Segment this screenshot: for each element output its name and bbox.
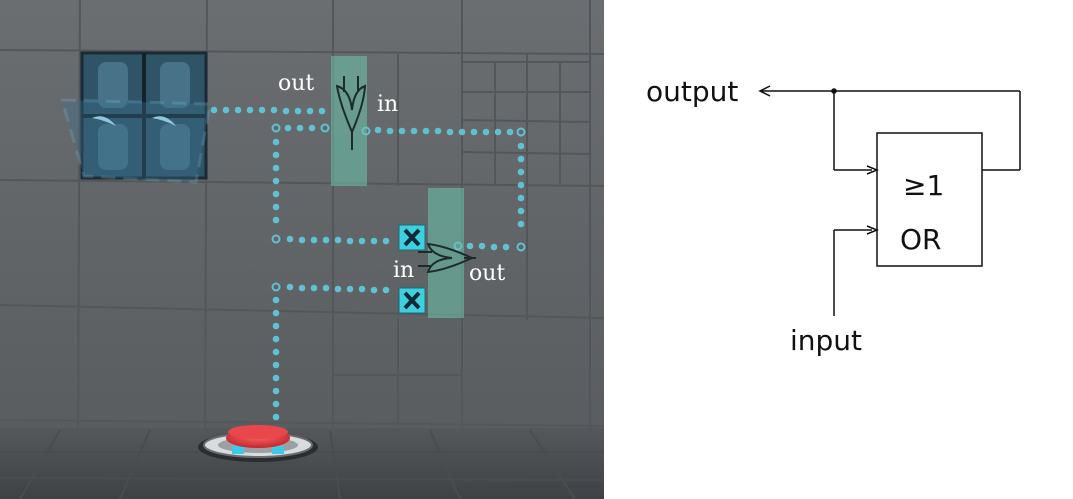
or-gate-box [876,132,983,267]
inverter-marker-upper [398,224,426,251]
wire-button-vertical [272,296,280,421]
inverter-marker-lower [398,287,426,314]
or-gate-icon [426,242,475,274]
x-icon [403,228,421,247]
bottom-gate-in-label: in [393,258,414,283]
wire-top-gate-right [374,126,514,136]
game-scene: out in in out [0,0,604,499]
wire-top-gate-input-left [284,124,316,132]
or-gate-schematic: output input ≥1 OR [646,75,1021,357]
wire-bottom-gate-out [466,242,510,251]
top-or-gate[interactable] [331,56,367,186]
gate-name: OR [900,223,942,256]
output-arrowhead [758,85,771,97]
bottom-gate-out-label: out [469,261,505,286]
wire-to-bottom-gate-in-upper [286,235,390,245]
wire-right-vertical [517,142,525,228]
output-label: output [646,75,738,108]
upper-input-arrowhead [866,165,880,175]
top-gate-out-label: out [278,71,314,96]
indicator-wires [210,106,525,421]
wire-panel-to-top-gate [210,106,326,115]
junction-dot [831,88,837,94]
wire-to-bottom-gate-in-lower [286,283,390,294]
input-label: input [790,324,862,357]
wire-left-vertical [272,138,280,224]
bottom-or-gate[interactable] [418,188,476,318]
floor-button[interactable] [198,425,318,462]
or-gate-icon [335,84,367,135]
x-icon [403,291,421,310]
light-panel [59,51,212,184]
gate-symbol: ≥1 [903,169,944,202]
top-gate-in-label: in [377,92,398,117]
lower-input-arrowhead [866,225,880,235]
